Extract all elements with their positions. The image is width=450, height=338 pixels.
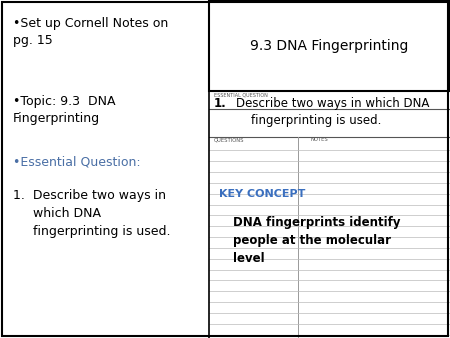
Text: KEY CONCEPT: KEY CONCEPT bbox=[219, 189, 305, 199]
Bar bbox=[209, 0, 450, 91]
Text: NOTES: NOTES bbox=[310, 137, 328, 142]
Text: •Set up Cornell Notes on
pg. 15: •Set up Cornell Notes on pg. 15 bbox=[13, 17, 168, 47]
Text: 9.3 DNA Fingerprinting: 9.3 DNA Fingerprinting bbox=[251, 39, 409, 53]
Text: DNA fingerprints identify
people at the molecular
level: DNA fingerprints identify people at the … bbox=[233, 216, 401, 265]
Text: QUESTIONS: QUESTIONS bbox=[214, 137, 244, 142]
Text: 1.  Describe two ways in
     which DNA
     fingerprinting is used.: 1. Describe two ways in which DNA finger… bbox=[13, 189, 170, 238]
Text: Describe two ways in which DNA
    fingerprinting is used.: Describe two ways in which DNA fingerpri… bbox=[236, 97, 429, 127]
Text: 1.: 1. bbox=[214, 97, 227, 110]
Text: •Essential Question:: •Essential Question: bbox=[13, 155, 140, 168]
Text: •Topic: 9.3  DNA
Fingerprinting: •Topic: 9.3 DNA Fingerprinting bbox=[13, 95, 115, 125]
Text: ESSENTIAL QUESTION: ESSENTIAL QUESTION bbox=[214, 93, 268, 98]
